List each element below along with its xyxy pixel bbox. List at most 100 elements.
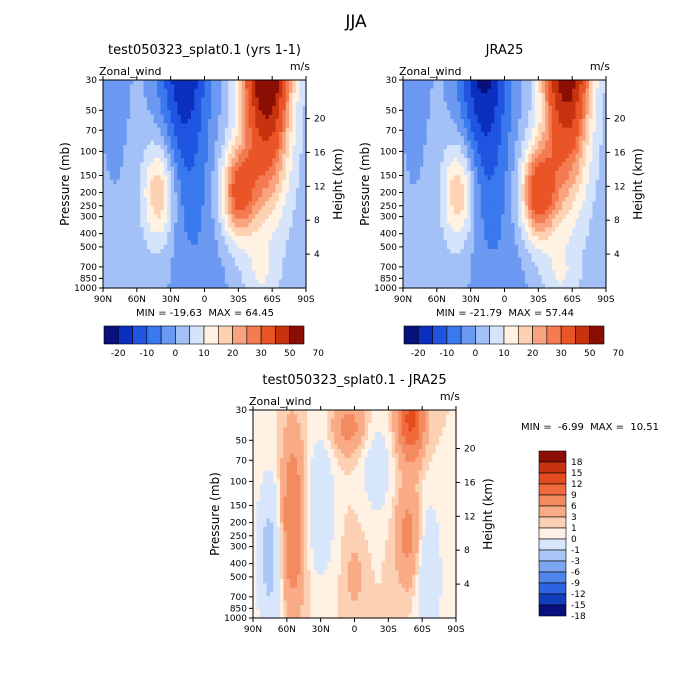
heatmap-cell xyxy=(518,114,523,120)
heatmap-cell xyxy=(534,106,539,111)
heatmap-cell xyxy=(268,106,273,111)
heatmap-cell xyxy=(487,214,492,220)
heatmap-cell xyxy=(470,205,475,211)
heatmap-cell xyxy=(507,166,512,172)
heatmap-cell xyxy=(433,110,438,116)
heatmap-cell xyxy=(436,205,441,211)
heatmap-cell xyxy=(153,266,158,272)
heatmap-cell xyxy=(241,210,246,215)
heatmap-cell xyxy=(555,88,560,94)
heatmap-cell xyxy=(433,145,438,150)
heatmap-cell xyxy=(575,153,580,159)
heatmap-cell xyxy=(430,106,435,111)
heatmap-cell xyxy=(228,262,233,267)
heatmap-cell xyxy=(106,149,111,155)
heatmap-cell xyxy=(201,175,206,181)
heatmap-cell xyxy=(248,192,253,198)
heatmap-cell xyxy=(477,210,482,215)
heatmap-cell xyxy=(143,119,148,124)
heatmap-cell xyxy=(136,240,141,246)
heatmap-cell xyxy=(592,162,597,168)
heatmap-cell xyxy=(450,188,455,194)
heatmap-cell xyxy=(157,266,162,272)
heatmap-cell xyxy=(514,214,519,220)
heatmap-cell xyxy=(487,205,492,211)
heatmap-cell xyxy=(295,110,300,116)
heatmap-cell xyxy=(119,236,124,241)
heatmap-cell xyxy=(524,84,529,90)
heatmap-cell xyxy=(207,136,212,142)
heatmap-cell xyxy=(218,240,223,246)
heatmap-cell xyxy=(221,132,226,137)
heatmap-cell xyxy=(275,262,280,267)
heatmap-cell xyxy=(497,162,502,168)
heatmap-cell xyxy=(163,214,168,220)
heatmap-cell xyxy=(174,88,179,94)
heatmap-cell xyxy=(224,132,229,137)
heatmap-cell xyxy=(514,188,519,194)
heatmap-cell xyxy=(423,123,428,129)
heatmap-cell xyxy=(289,188,294,194)
heatmap-cell xyxy=(119,153,124,159)
heatmap-cell xyxy=(123,262,128,267)
heatmap-cell xyxy=(211,214,216,220)
heatmap-cell xyxy=(292,106,297,111)
heatmap-cell xyxy=(133,236,138,241)
heatmap-cell xyxy=(541,162,546,168)
heatmap-cell xyxy=(538,171,543,176)
heatmap-cell xyxy=(497,93,502,98)
heatmap-cell xyxy=(534,97,539,103)
heatmap-cell xyxy=(231,97,236,103)
heatmap-cell xyxy=(184,205,189,211)
heatmap-cell xyxy=(136,132,141,137)
heatmap-cell xyxy=(123,132,128,137)
heatmap-cell xyxy=(204,119,209,124)
heatmap-cell xyxy=(562,175,566,181)
heatmap-cell xyxy=(116,171,121,176)
heatmap-cell xyxy=(534,162,539,168)
heatmap-cell xyxy=(490,140,495,146)
heatmap-cell xyxy=(501,80,506,85)
heatmap-cell xyxy=(119,114,124,120)
heatmap-cell xyxy=(262,270,266,276)
heatmap-cell xyxy=(295,249,300,254)
heatmap-cell xyxy=(245,279,250,285)
heatmap-cell xyxy=(150,88,155,94)
heatmap-cell xyxy=(487,80,492,85)
heatmap-cell xyxy=(146,188,151,194)
heatmap-cell xyxy=(528,97,533,103)
heatmap-cell xyxy=(558,97,563,103)
heatmap-cell xyxy=(299,223,304,228)
heatmap-cell xyxy=(292,210,297,215)
heatmap-cell xyxy=(234,244,239,250)
heatmap-cell xyxy=(534,197,539,202)
heatmap-cell xyxy=(423,114,428,120)
heatmap-cell xyxy=(299,114,304,120)
heatmap-cell xyxy=(558,140,563,146)
heatmap-cell xyxy=(214,97,219,103)
heatmap-cell xyxy=(211,136,216,142)
heatmap-cell xyxy=(292,88,297,94)
heatmap-cell xyxy=(592,140,597,146)
heatmap-cell xyxy=(548,106,553,111)
heatmap-cell xyxy=(140,223,145,228)
heatmap-cell xyxy=(514,88,519,94)
heatmap-cell xyxy=(228,270,233,276)
heatmap-cell xyxy=(140,127,145,133)
heatmap-cell xyxy=(231,205,236,211)
heatmap-cell xyxy=(255,166,260,172)
heatmap-cell xyxy=(119,218,124,224)
heatmap-cell xyxy=(494,114,499,120)
heatmap-cell xyxy=(255,197,260,202)
heatmap-cell xyxy=(245,162,250,168)
heatmap-cell xyxy=(497,136,502,142)
heatmap-cell xyxy=(160,184,165,189)
heatmap-cell xyxy=(272,236,277,241)
heatmap-cell xyxy=(133,197,138,202)
heatmap-cell xyxy=(578,149,583,155)
heatmap-cell xyxy=(160,171,165,176)
heatmap-cell xyxy=(282,106,287,111)
heatmap-cell xyxy=(218,162,223,168)
heatmap-cell xyxy=(585,119,590,124)
heatmap-cell xyxy=(292,197,297,202)
